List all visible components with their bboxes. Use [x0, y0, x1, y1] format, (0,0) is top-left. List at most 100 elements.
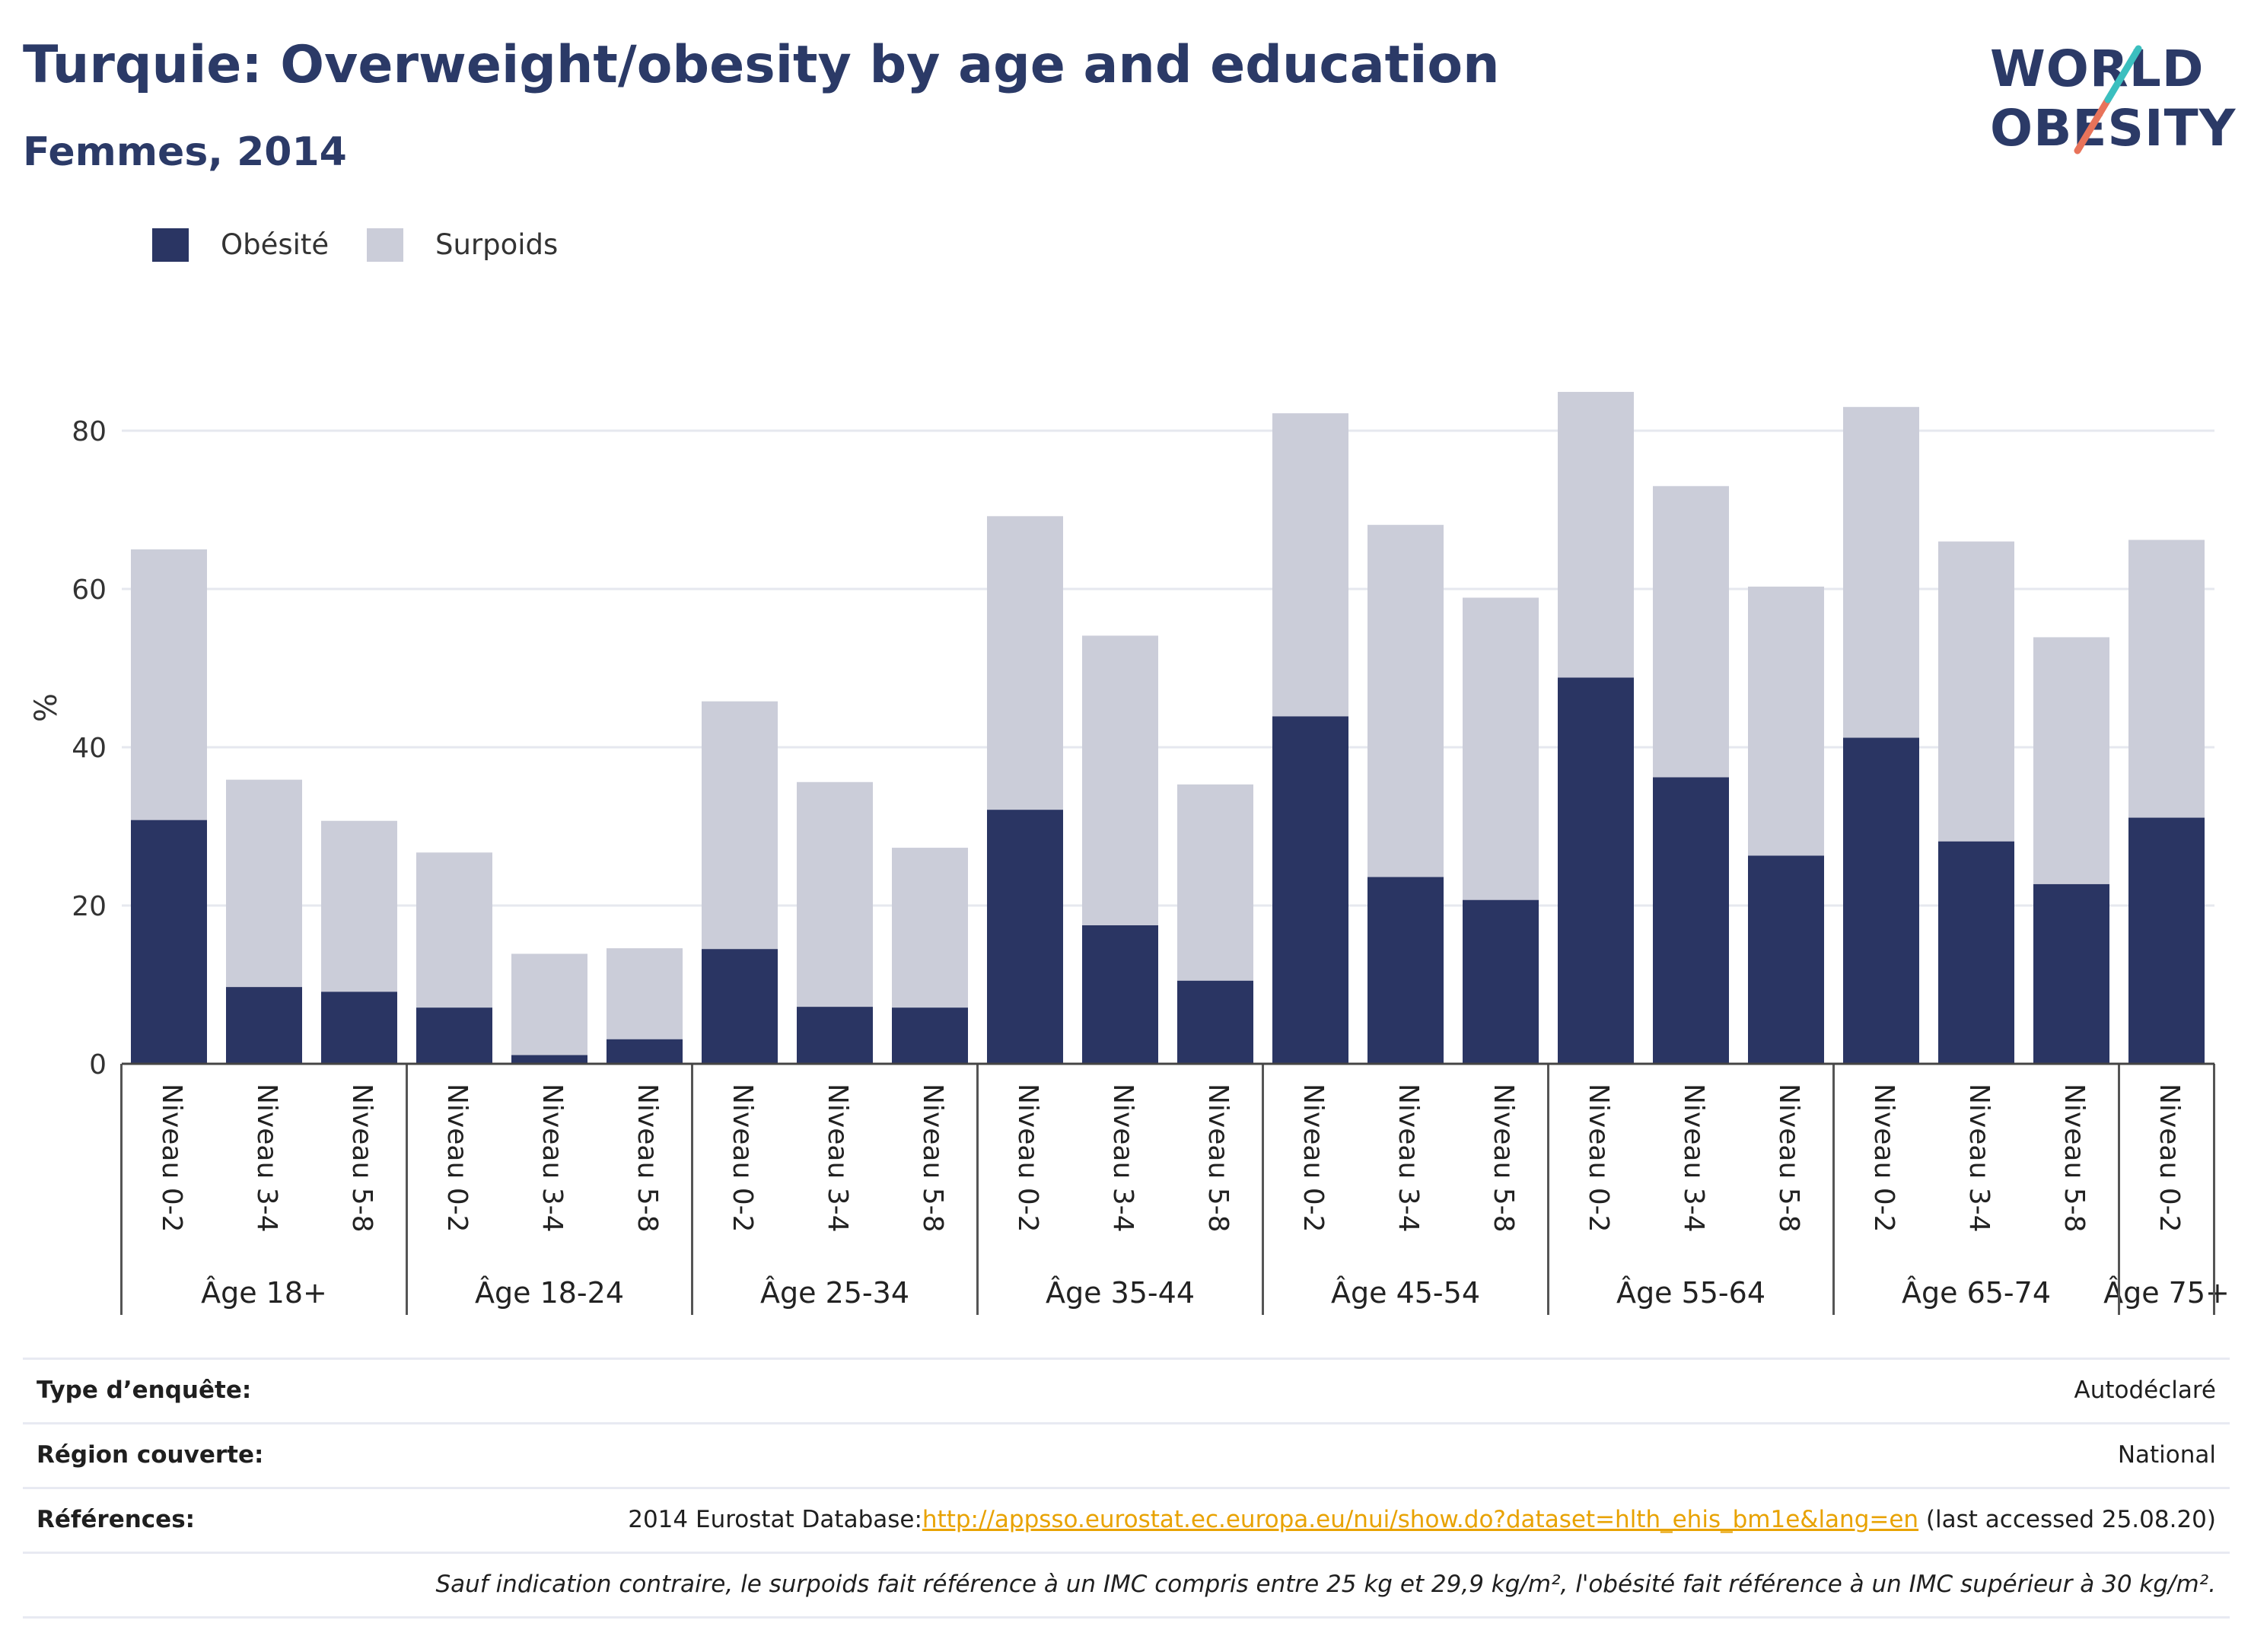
bar-surpoids: [1748, 586, 1824, 856]
bar-obesite: [2033, 883, 2109, 1064]
x-tick-label: Niveau 3-4: [1107, 1084, 1138, 1233]
bar-obesite: [1558, 677, 1634, 1064]
x-tick-label: Niveau 5-8: [1773, 1084, 1804, 1233]
legend-swatch-surpoids: [367, 228, 403, 262]
x-tick-label: Niveau 3-4: [251, 1084, 282, 1233]
bar-surpoids: [607, 948, 683, 1039]
legend-label-surpoids: Surpoids: [435, 228, 559, 261]
group-label: Âge 75+: [2103, 1276, 2230, 1310]
bar-obesite: [131, 820, 207, 1064]
x-tick-label: Niveau 0-2: [1583, 1084, 1614, 1233]
bar-obesite: [2128, 817, 2205, 1064]
legend-swatch-obesite: [152, 228, 189, 262]
bar-obesite: [321, 992, 397, 1064]
x-tick-label: Niveau 0-2: [727, 1084, 758, 1233]
x-tick-label: Niveau 0-2: [156, 1084, 187, 1233]
bar-surpoids: [1177, 784, 1253, 981]
y-axis-label: %: [29, 693, 64, 722]
x-tick-label: Niveau 0-2: [1012, 1084, 1043, 1233]
x-tick-label: Niveau 3-4: [536, 1084, 568, 1233]
info-label: Région couverte:: [37, 1441, 264, 1469]
bar-surpoids: [1272, 413, 1348, 717]
bar-obesite: [797, 1007, 873, 1064]
x-tick-label: Niveau 3-4: [822, 1084, 853, 1233]
x-tick-label: Niveau 0-2: [1868, 1084, 1899, 1233]
bar-surpoids: [1367, 524, 1444, 877]
info-row-references: Références: 2014 Eurostat Database:http:…: [23, 1487, 2230, 1552]
x-tick-label: Niveau 3-4: [1963, 1084, 1995, 1233]
x-tick-label: Niveau 5-8: [1488, 1084, 1519, 1233]
bar-obesite: [987, 810, 1063, 1064]
bar-surpoids: [1843, 406, 1919, 738]
group-label: Âge 65-74: [1902, 1276, 2051, 1310]
bar-surpoids: [1558, 392, 1634, 678]
group-label: Âge 45-54: [1331, 1276, 1480, 1310]
bar-obesite: [226, 987, 302, 1064]
info-value: 2014 Eurostat Database:http://appsso.eur…: [628, 1506, 2216, 1533]
bar-obesite: [1082, 925, 1158, 1064]
bar-obesite: [1272, 716, 1348, 1064]
bar-surpoids: [2033, 637, 2109, 884]
logo-slash-icon: [2074, 45, 2142, 154]
bar-surpoids: [416, 852, 492, 1008]
bar-obesite: [1177, 980, 1253, 1064]
bar-obesite: [416, 1007, 492, 1064]
bar-obesite: [702, 949, 778, 1064]
reference-suffix: (last accessed 25.08.20): [1918, 1506, 2216, 1533]
x-tick-label: Niveau 5-8: [346, 1084, 377, 1233]
bar-surpoids: [131, 549, 207, 820]
x-tick-label: Niveau 3-4: [1393, 1084, 1424, 1233]
bar-surpoids: [987, 516, 1063, 810]
bar-surpoids: [226, 779, 302, 988]
logo-line-2: OBESITY: [1990, 99, 2237, 158]
world-obesity-logo: WORLD OBESITY: [1979, 27, 2237, 172]
stacked-bar-chart: 0 20 40 60 80% Niveau 0-2 Niveau 3-4 Niveau 5-8…: [29, 392, 2230, 1315]
definition-note: Sauf indication contraire, le surpoids f…: [435, 1571, 2216, 1598]
bar-surpoids: [1463, 597, 1539, 900]
bar-obesite: [511, 1055, 587, 1064]
info-value: National: [2117, 1441, 2216, 1469]
x-tick-label: Niveau 3-4: [1678, 1084, 1709, 1233]
reference-link[interactable]: http://appsso.eurostat.ec.europa.eu/nui/…: [922, 1506, 1919, 1533]
group-label: Âge 35-44: [1046, 1276, 1195, 1310]
x-tick-label: Niveau 5-8: [2058, 1084, 2090, 1233]
bar-obesite: [1748, 855, 1824, 1064]
info-label: Références:: [37, 1506, 196, 1533]
bar-obesite: [1843, 737, 1919, 1064]
info-row-region: Région couverte: National: [23, 1422, 2230, 1487]
y-tick-label: 40: [72, 733, 107, 764]
bar-surpoids: [511, 953, 587, 1055]
bar-obesite: [1653, 777, 1729, 1064]
x-tick-label: Niveau 5-8: [917, 1084, 948, 1233]
info-label: Type d’enquête:: [37, 1377, 252, 1404]
bar-obesite: [1463, 899, 1539, 1064]
info-value: Autodéclaré: [2074, 1377, 2216, 1404]
bar-obesite: [1367, 877, 1444, 1064]
info-table: Type d’enquête: Autodéclaré Région couve…: [23, 1358, 2230, 1619]
reference-prefix: 2014 Eurostat Database:: [628, 1506, 922, 1533]
group-label: Âge 55-64: [1616, 1276, 1765, 1310]
info-row-survey-type: Type d’enquête: Autodéclaré: [23, 1358, 2230, 1422]
x-tick-label: Niveau 0-2: [2154, 1084, 2185, 1233]
bar-obesite: [892, 1007, 968, 1064]
group-label: Âge 25-34: [760, 1276, 909, 1310]
bar-surpoids: [2128, 540, 2205, 818]
y-tick-label: 80: [72, 416, 107, 447]
bar-surpoids: [797, 781, 873, 1007]
bar-obesite: [1938, 841, 2014, 1064]
group-label: Âge 18-24: [475, 1276, 624, 1310]
bar-surpoids: [1082, 635, 1158, 925]
info-row-note: Sauf indication contraire, le surpoids f…: [23, 1552, 2230, 1619]
y-tick-label: 20: [72, 891, 107, 922]
bar-obesite: [607, 1039, 683, 1064]
x-tick-label: Niveau 5-8: [632, 1084, 663, 1233]
x-tick-label: Niveau 5-8: [1202, 1084, 1234, 1233]
bar-surpoids: [1653, 485, 1729, 778]
x-tick-label: Niveau 0-2: [441, 1084, 473, 1233]
logo-line-1: WORLD: [1990, 40, 2205, 98]
bar-surpoids: [702, 701, 778, 950]
y-tick-label: 0: [89, 1049, 107, 1081]
chart-title: Turquie: Overweight/obesity by age and e…: [23, 35, 1500, 95]
legend-label-obesite: Obésité: [221, 228, 330, 261]
bar-surpoids: [321, 820, 397, 992]
